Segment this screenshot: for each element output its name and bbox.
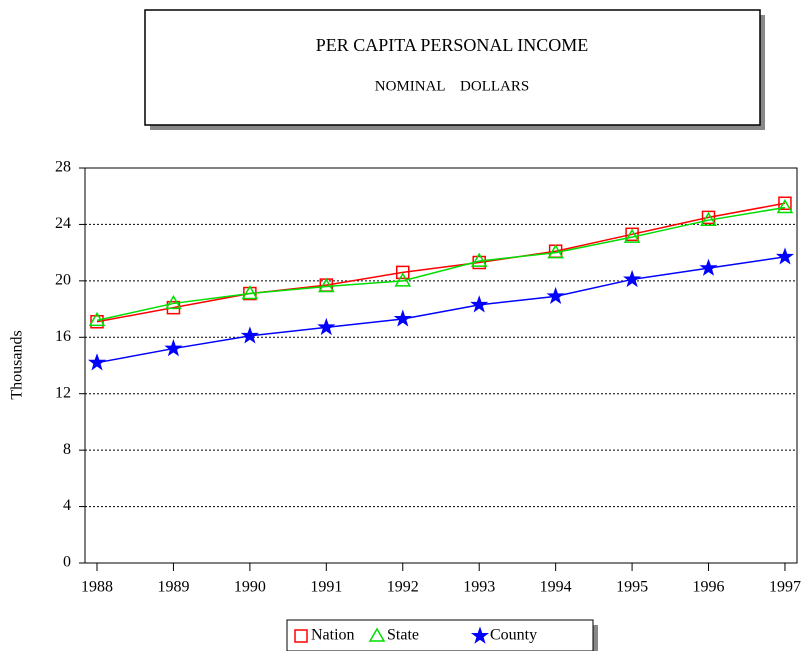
marker [240, 326, 259, 344]
y-tick-label: 16 [55, 328, 71, 345]
y-tick-label: 0 [63, 554, 71, 571]
marker [625, 227, 639, 242]
x-tick-label: 1997 [769, 579, 801, 596]
x-tick-label: 1992 [387, 579, 419, 596]
plot-frame [84, 167, 798, 564]
marker [700, 211, 717, 226]
marker [470, 252, 488, 267]
marker [701, 210, 716, 225]
marker [317, 317, 336, 336]
marker [699, 258, 718, 276]
marker [547, 244, 564, 259]
legend-label: State [387, 627, 419, 644]
series-line [96, 202, 786, 323]
legend-label: County [490, 627, 537, 644]
marker [470, 295, 489, 313]
marker [623, 269, 642, 288]
marker [87, 353, 107, 371]
marker [775, 247, 795, 265]
marker [241, 285, 259, 300]
legend-box [286, 619, 594, 651]
legend-marker [470, 626, 490, 644]
x-tick-label: 1990 [234, 579, 266, 596]
marker [778, 196, 792, 211]
x-tick-label: 1989 [157, 579, 189, 596]
marker [623, 228, 641, 243]
marker [394, 272, 412, 287]
x-tick-label: 1994 [540, 579, 572, 596]
y-tick-label: 24 [55, 215, 71, 232]
y-tick-label: 4 [63, 497, 71, 514]
x-tick-label: 1995 [616, 579, 648, 596]
y-tick-label: 8 [63, 441, 71, 458]
series-line [96, 206, 786, 322]
marker [90, 315, 104, 329]
y-tick-label: 20 [55, 272, 71, 289]
title-box [144, 9, 761, 126]
y-axis-label: Thousands [9, 330, 26, 399]
series-line [96, 256, 786, 364]
marker [88, 311, 106, 327]
y-tick-label: 28 [55, 159, 71, 176]
marker [164, 339, 183, 357]
x-tick-label: 1991 [310, 579, 342, 596]
legend-marker [368, 627, 386, 642]
chart-subtitle: NOMINAL DOLLARS [375, 78, 529, 94]
marker [318, 278, 335, 293]
x-tick-label: 1988 [81, 579, 113, 596]
x-tick-label: 1996 [693, 579, 725, 596]
marker [165, 294, 182, 310]
legend-marker [294, 629, 308, 643]
x-tick-label: 1993 [463, 579, 495, 596]
chart-title: PER CAPITA PERSONAL INCOME [316, 35, 588, 55]
legend-label: Nation [311, 627, 355, 644]
marker [393, 309, 412, 327]
marker [396, 265, 410, 280]
y-tick-label: 12 [55, 384, 71, 401]
marker [546, 286, 565, 305]
marker [776, 199, 794, 214]
